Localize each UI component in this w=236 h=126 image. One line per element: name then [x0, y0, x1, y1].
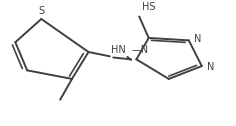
Text: N: N [194, 34, 201, 44]
Text: —N: —N [132, 45, 149, 55]
Text: HS: HS [142, 2, 156, 12]
Text: HN: HN [111, 45, 125, 55]
Text: N: N [207, 62, 214, 72]
Text: S: S [38, 6, 44, 16]
